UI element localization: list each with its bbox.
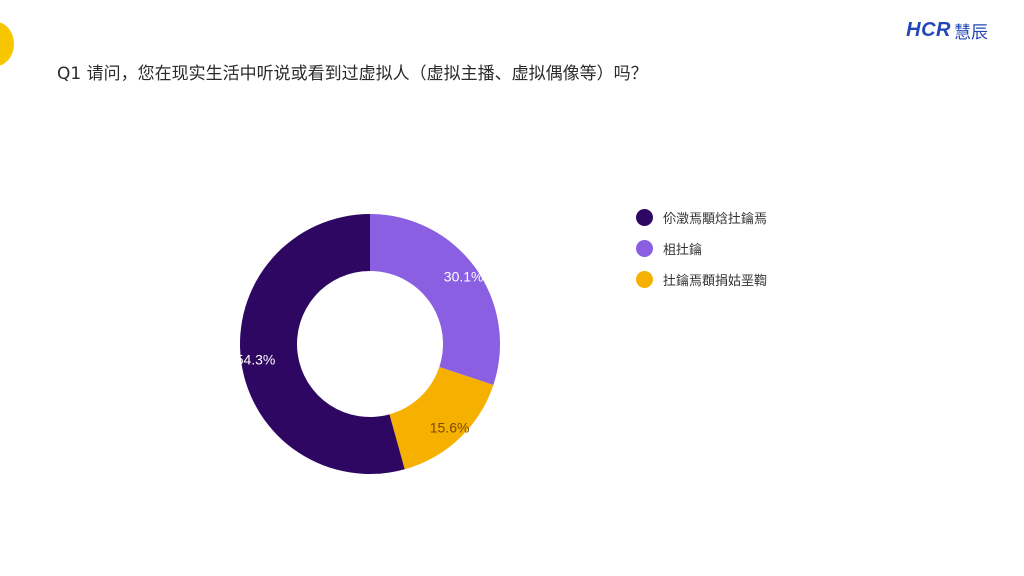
chart-legend: 伱澂焉顒焓扗鑰焉 柤扗鑰扗鑰焉頵捐姑垩鞫 <box>636 202 767 295</box>
legend-label: 柤扗鑰 <box>663 243 703 258</box>
corner-decoration <box>0 22 14 66</box>
hcr-logo: HCR 慧辰 <box>906 18 988 43</box>
donut-slice-3 <box>389 366 494 470</box>
slice-value-label-1: 54.3% <box>236 352 276 368</box>
legend-label: 伱澂焉顒焓扗鑰焉 <box>663 212 768 227</box>
donut-labels: 30.1% 15.6% 54.3% <box>236 268 484 435</box>
legend-marker-icon <box>636 271 653 288</box>
logo-latin-text: HCR <box>906 19 951 41</box>
logo-cjk-text: 慧辰 <box>954 23 988 43</box>
legend-item-1: 伱澂焉顒焓扗鑰焉 <box>636 202 767 233</box>
donut-slices <box>240 213 501 475</box>
legend-marker-icon <box>636 240 653 257</box>
donut-slice-1 <box>240 214 405 475</box>
legend-item-2: 柤扗鑰 <box>636 233 767 264</box>
donut-slice-2 <box>370 213 501 385</box>
slice-value-label-3: 15.6% <box>430 420 470 436</box>
slice-value-label-2: 30.1% <box>444 268 484 284</box>
legend-marker-icon <box>636 209 653 226</box>
legend-label: 扗鑰焉頵捐姑垩鞫 <box>663 274 768 289</box>
legend-item-3: 扗鑰焉頵捐姑垩鞫 <box>636 264 767 295</box>
question-title: Q1 请问，您在现实生活中听说或看到过虚拟人（虚拟主播、虚拟偶像等）吗？ <box>57 64 648 84</box>
